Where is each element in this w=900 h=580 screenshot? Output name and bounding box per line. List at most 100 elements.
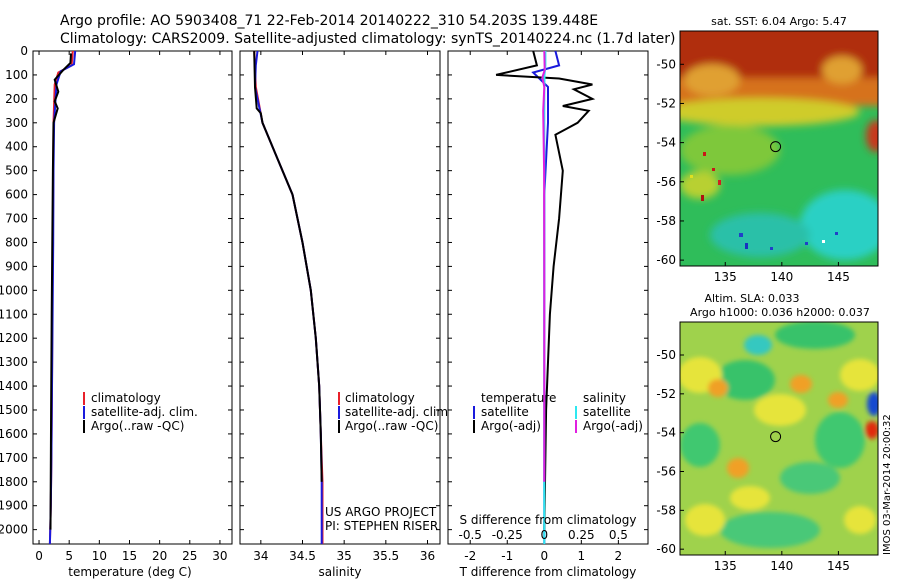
legend-label-argo: Argo(..raw -QC)	[345, 419, 438, 433]
difference-panel: -2 -1 0 1 2 temperature satellite Argo(-adj)…	[447, 50, 649, 579]
depth-tick-label: 2000	[0, 523, 28, 537]
depth-tick-label: 200	[5, 92, 28, 106]
lat-tick-label: -54	[656, 136, 676, 150]
sla-red-blob	[865, 421, 878, 439]
sst-orange-patch-2	[822, 56, 862, 84]
temperature-panel: 0 5 10 15 20 25 30 0 100 200 300 400 500 600 700 800 90…	[0, 44, 233, 579]
lat-tick-label: -60	[656, 542, 676, 556]
sla-yellow-blob	[685, 504, 725, 536]
s-tick-label: 0	[540, 528, 548, 542]
lat-tick-label: -54	[656, 426, 676, 440]
sla-map-title-2: Argo h1000: 0.036 h2000: 0.037	[690, 306, 870, 319]
sst-map-ticks: 135 140 145 -50 -52 -54 -56 -58 -60	[656, 57, 849, 284]
sla-yellow-blob	[754, 394, 806, 426]
depth-tick-label: 300	[5, 116, 28, 130]
s-difference-label: S difference from climatology	[460, 513, 637, 527]
depth-tick-label: 1800	[0, 475, 28, 489]
legend-label-satellite-adj: satellite-adj. clim.	[91, 405, 198, 419]
depth-tick-label: 100	[5, 68, 28, 82]
lon-tick-label: 135	[714, 270, 737, 284]
x-tick-label: 15	[122, 549, 137, 563]
series-argo-raw-qc	[253, 51, 323, 482]
x-tick-label: 10	[92, 549, 107, 563]
lat-tick-label: -52	[656, 387, 676, 401]
depth-tick-label: 1900	[0, 499, 28, 513]
difference-series	[495, 51, 596, 544]
depth-axis-labels: 0 100 200 300 400 500 600 700 800 900 1000 1100 1200…	[0, 44, 28, 537]
x-tick-label: 5	[65, 549, 73, 563]
s-tick-label: 0.5	[609, 528, 628, 542]
legend-label-t-satellite: satellite	[481, 405, 529, 419]
header-line-1: Argo profile: AO 5903408_71 22-Feb-2014 …	[60, 13, 598, 29]
sla-yellow-blob	[844, 506, 876, 534]
sla-green-blob	[775, 322, 855, 349]
salinity-panel: 34 34.5 35 35.5 36 climatology satellite-adj…	[239, 50, 452, 579]
lon-tick-label: 145	[827, 559, 850, 573]
sla-orange-blob	[790, 375, 812, 393]
series-t-argo-adj	[495, 51, 596, 530]
sst-red-eddy	[866, 120, 878, 152]
s-tick-label: 0.25	[568, 528, 595, 542]
sst-cool-patch	[710, 213, 810, 257]
depth-tick-label: 600	[5, 188, 28, 202]
lat-tick-label: -60	[656, 253, 676, 267]
sla-yellow-blob	[730, 486, 770, 510]
legend-label-s-argo: Argo(-adj)	[583, 419, 643, 433]
lat-tick-label: -56	[656, 465, 676, 479]
temperature-axes-frame	[32, 50, 233, 545]
depth-tick-label: 0	[20, 44, 28, 58]
x-tick-label: -2	[464, 549, 476, 563]
s-difference-tick-labels: -0.5 -0.25 0 0.25 0.5	[459, 528, 628, 542]
depth-tick-label: 900	[5, 259, 28, 273]
depth-tick-label: 500	[5, 164, 28, 178]
sla-yellow-blob	[840, 359, 878, 391]
x-tick-label: 25	[182, 549, 197, 563]
sla-field	[680, 322, 878, 555]
legend-label-argo: Argo(..raw -QC)	[91, 419, 184, 433]
depth-tick-label: 1000	[0, 283, 28, 297]
x-tick-label: 0	[35, 549, 43, 563]
sla-orange-blob	[828, 392, 848, 408]
depth-tick-label: 1600	[0, 427, 28, 441]
legend-title-salinity: salinity	[583, 391, 626, 405]
argo-location-marker	[770, 141, 782, 153]
salinity-xlabel: salinity	[318, 565, 361, 579]
depth-tick-label: 1300	[0, 355, 28, 369]
sla-green-blob	[720, 512, 820, 548]
depth-tick-label: 700	[5, 212, 28, 226]
sla-green-blob	[780, 462, 840, 494]
legend-label-s-satellite: satellite	[583, 405, 631, 419]
lon-tick-label: 140	[770, 270, 793, 284]
legend-label-t-argo: Argo(-adj)	[481, 419, 541, 433]
lat-tick-label: -56	[656, 175, 676, 189]
credit-pi: PI: STEPHEN RISER	[325, 519, 438, 533]
s-tick-label: -0.25	[492, 528, 523, 542]
sst-map-title: sat. SST: 6.04 Argo: 5.47	[711, 15, 847, 28]
salinity-axis-ticks: 34 34.5 35 35.5 36	[240, 50, 440, 563]
lat-tick-label: -50	[656, 57, 676, 71]
x-tick-label: 35	[337, 549, 352, 563]
sst-green-mix	[680, 125, 780, 175]
sla-map-title-1: Altim. SLA: 0.033	[704, 292, 799, 305]
depth-tick-label: 400	[5, 140, 28, 154]
salinity-axes-frame	[239, 50, 441, 545]
depth-tick-label: 1200	[0, 331, 28, 345]
sla-green-blob	[680, 423, 720, 467]
sst-speckle	[690, 152, 838, 250]
header-line-2: Climatology: CARS2009. Satellite-adjuste…	[60, 31, 675, 47]
lat-tick-label: -58	[656, 503, 676, 517]
sla-map-frame	[679, 321, 879, 556]
legend-label-satellite-adj: satellite-adj. clim.	[345, 405, 452, 419]
depth-tick-label: 1700	[0, 451, 28, 465]
argo-location-marker	[770, 431, 782, 443]
s-tick-label: -0.5	[459, 528, 482, 542]
depth-tick-label: 800	[5, 235, 28, 249]
difference-legend: temperature satellite Argo(-adj) salinit…	[473, 391, 643, 433]
sst-map-frame	[679, 30, 879, 267]
x-tick-label: 34	[253, 549, 268, 563]
sla-green-blob	[815, 412, 865, 468]
timestamp-label: IMOS 03-Mar-2014 20:00:32	[882, 414, 893, 555]
lat-tick-label: -52	[656, 96, 676, 110]
depth-tick-label: 1500	[0, 403, 28, 417]
